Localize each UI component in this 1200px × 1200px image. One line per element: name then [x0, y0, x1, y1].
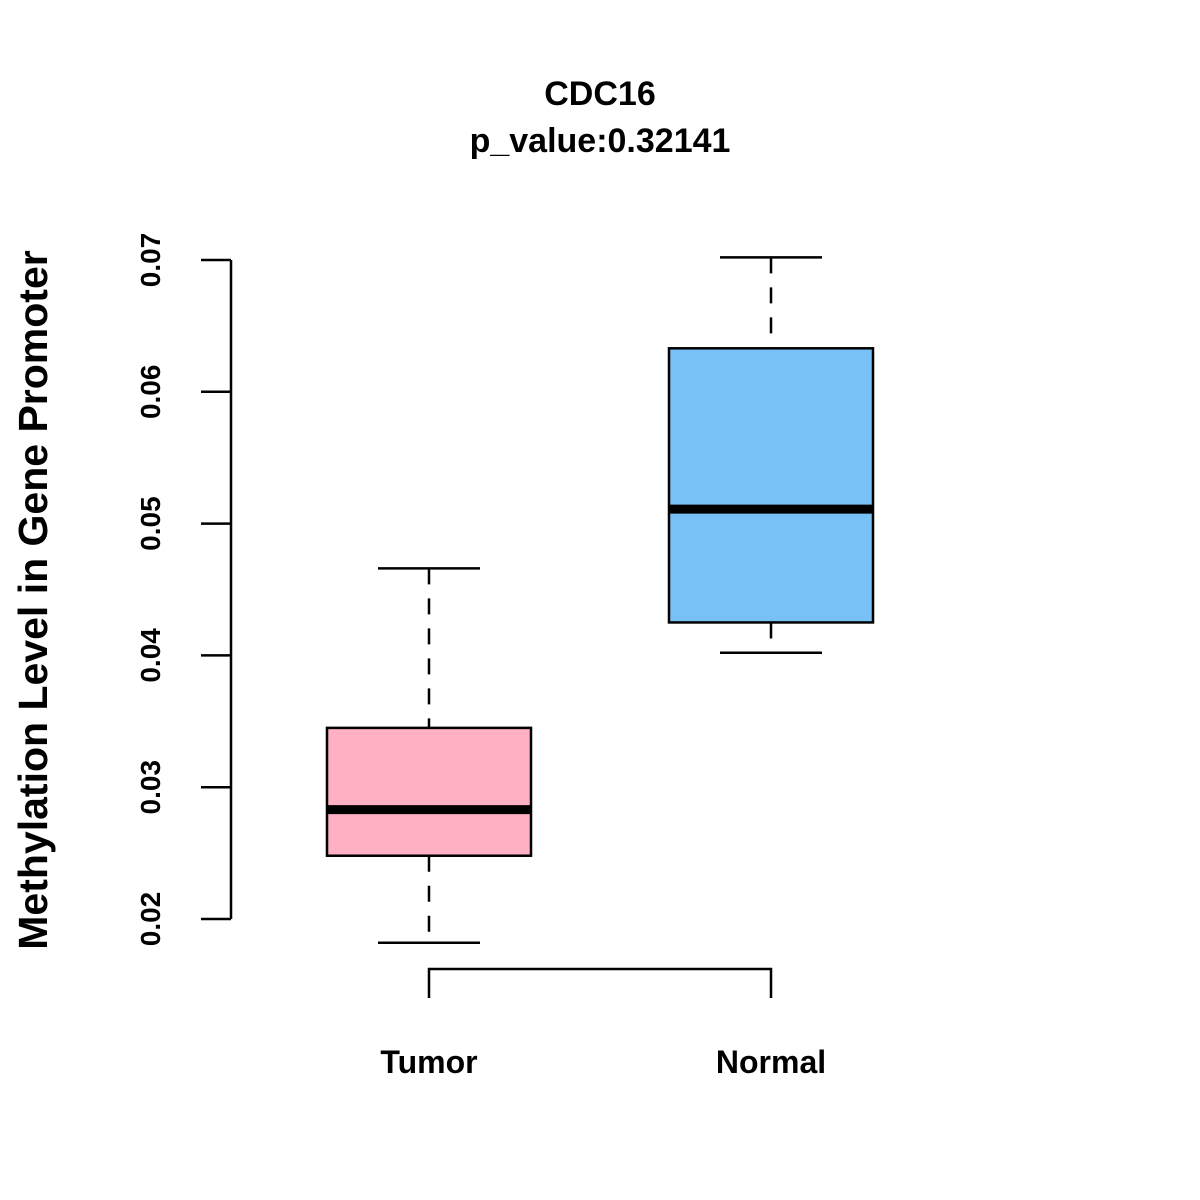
x-tick-label-normal: Normal: [716, 1044, 826, 1080]
bracket-line: [427, 967, 773, 998]
chart-title: CDC16: [544, 75, 655, 113]
y-tick-label: 0.03: [135, 760, 166, 815]
box-normal: [667, 256, 875, 655]
iqr-box: [325, 726, 533, 857]
iqr-box: [667, 347, 875, 624]
box-groups: [325, 256, 875, 944]
y-axis: 0.02 0.03 0.04 0.05 0.06 0.07: [135, 233, 233, 947]
x-tick-label-tumor: Tumor: [380, 1044, 477, 1080]
y-tick-label: 0.02: [135, 892, 166, 947]
y-tick-label: 0.04: [135, 628, 166, 683]
box-tumor: [325, 567, 533, 944]
y-tick-label: 0.06: [135, 365, 166, 420]
comparison-bracket: [427, 967, 773, 998]
y-tick-label: 0.07: [135, 233, 166, 288]
chart-subtitle: p_value:0.32141: [470, 122, 731, 160]
x-axis-labels: Tumor Normal: [380, 1044, 826, 1080]
y-tick-label: 0.05: [135, 496, 166, 551]
y-axis-label: Methylation Level in Gene Promoter: [10, 250, 56, 949]
